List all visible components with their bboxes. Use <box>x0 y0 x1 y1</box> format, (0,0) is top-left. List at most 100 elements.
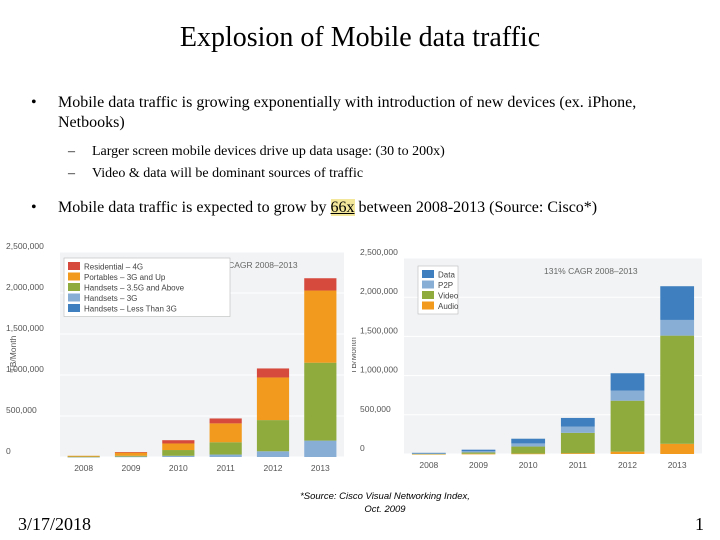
x-tick-label: 2011 <box>217 463 236 472</box>
x-tick-label: 2012 <box>618 460 637 470</box>
legend-label: P2P <box>438 281 453 290</box>
bar-segment <box>660 319 695 336</box>
bullet-1-text: Mobile data traffic is growing exponenti… <box>58 94 637 131</box>
bar-segment <box>411 452 446 454</box>
chart-by-application-svg: 0 500,000 1,000,000 1,500,000 2,000,000 2,500… <box>352 248 702 470</box>
legend-label: Handsets – 3G <box>84 294 137 303</box>
bullet-2-pre: Mobile data traffic is expected to grow … <box>58 199 331 216</box>
x-tick-label: 2013 <box>311 463 330 472</box>
y-tick-label: 2,500,000 <box>360 248 398 257</box>
bullet-marker: • <box>31 199 37 216</box>
bar-segment <box>560 453 595 454</box>
y-tick-label: 500,000 <box>6 405 37 415</box>
bullet-2-text: Mobile data traffic is expected to grow … <box>58 198 698 218</box>
legend-box <box>63 257 231 317</box>
bar-segment <box>610 373 645 391</box>
bar-segment <box>256 368 290 378</box>
bar-segment <box>660 286 695 320</box>
bar-segment <box>560 417 595 427</box>
y-tick-label: 1,000,000 <box>6 364 44 374</box>
y-tick-label: 0 <box>360 443 365 453</box>
bar-segment <box>411 453 446 455</box>
bullet-2-post: between 2008-2013 (Source: Cisco*) <box>354 199 598 216</box>
x-tick-label: 2010 <box>519 460 538 470</box>
y-axis-label: TB/Month <box>8 335 18 372</box>
bar-segment <box>304 440 337 457</box>
bar-segment <box>209 442 242 455</box>
x-tick-label: 2010 <box>169 463 188 472</box>
slide-date: 3/17/2018 <box>18 514 92 534</box>
bar-segment <box>114 455 148 457</box>
bar-segment <box>461 449 496 452</box>
bar-segment <box>114 452 148 456</box>
legend-swatch <box>422 291 434 299</box>
bar-segment <box>162 443 195 451</box>
cagr-annotation: 131% CAGR 2008–2013 <box>204 260 298 270</box>
y-tick-label: 1,500,000 <box>360 325 398 335</box>
bar-segment <box>610 400 645 452</box>
legend-swatch <box>68 293 80 302</box>
bar-segment <box>114 452 148 453</box>
growth-highlight: 66x <box>330 199 355 216</box>
legend-swatch <box>422 280 434 289</box>
bar-segment <box>461 452 496 454</box>
bar-segment <box>162 450 195 456</box>
bar-segment <box>67 455 100 457</box>
bar-segment <box>660 443 695 454</box>
bar-segment <box>660 335 695 444</box>
bar-segment <box>209 418 242 424</box>
legend-label: Handsets – 3.5G and Above <box>84 284 185 293</box>
x-tick-label: 2008 <box>419 460 438 470</box>
legend-swatch <box>422 301 434 310</box>
y-tick-label: 2,000,000 <box>360 286 398 296</box>
sub-bullet-1-text: Larger screen mobile devices drive up da… <box>92 144 445 159</box>
bar-segment <box>511 438 546 444</box>
bar-segment <box>209 454 242 457</box>
y-tick-label: 1,500,000 <box>6 323 44 333</box>
bar-segment <box>304 362 337 441</box>
source-footnote: *Source: Cisco Visual Networking Index, … <box>250 490 520 516</box>
sub-bullet-marker: – <box>68 144 75 159</box>
bar-segment <box>256 451 290 457</box>
x-tick-label: 2011 <box>569 460 588 470</box>
y-tick-label: 2,000,000 <box>6 282 44 292</box>
y-tick-label: 0 <box>6 446 11 456</box>
bar-segment <box>162 440 195 444</box>
x-tick-label: 2009 <box>469 460 488 470</box>
bar-segment <box>461 453 496 455</box>
bar-segment <box>511 453 546 455</box>
bar-segment <box>114 456 148 458</box>
y-axis-label: TB/Month <box>352 337 358 374</box>
sub-bullet-marker: – <box>68 166 75 181</box>
legend-swatch <box>68 283 80 291</box>
bar-segment <box>162 455 195 457</box>
chart-by-device: 0 500,000 1,000,000 1,500,000 2,000,000 2,500… <box>4 240 346 472</box>
bar-segment <box>560 432 595 454</box>
x-tick-label: 2013 <box>668 460 687 470</box>
legend-label: Video <box>438 292 459 301</box>
bar-segment <box>209 423 242 443</box>
x-tick-label: 2012 <box>264 463 283 472</box>
bar-segment <box>67 456 100 458</box>
slide-title: Explosion of Mobile data traffic <box>179 22 541 53</box>
bar-segment <box>560 426 595 433</box>
bar-segment <box>411 453 446 454</box>
sub-bullet-2-text: Video & data will be dominant sources of… <box>92 166 364 181</box>
legend-swatch <box>68 262 80 270</box>
bar-segment <box>304 278 337 291</box>
bar-segment <box>461 451 496 453</box>
bar-segment <box>304 290 337 363</box>
bullet-marker: • <box>31 94 37 111</box>
bar-segment <box>256 377 290 421</box>
chart-by-application: 0 500,000 1,000,000 1,500,000 2,000,000 2,500… <box>352 248 704 472</box>
legend-label: Portables – 3G and Up <box>84 273 166 282</box>
cagr-annotation: 131% CAGR 2008–2013 <box>544 266 638 276</box>
bar-segment <box>256 420 290 452</box>
y-tick-label: 2,500,000 <box>6 241 44 251</box>
y-tick-label: 1,000,000 <box>360 365 398 375</box>
x-tick-label: 2009 <box>122 463 141 472</box>
chart-by-device-svg: 0 500,000 1,000,000 1,500,000 2,000,000 2,500… <box>6 241 344 472</box>
legend-label: Handsets – Less Than 3G <box>84 305 177 314</box>
legend-label: Audio <box>438 302 459 311</box>
footnote-line-2: Oct. 2009 <box>364 504 406 515</box>
